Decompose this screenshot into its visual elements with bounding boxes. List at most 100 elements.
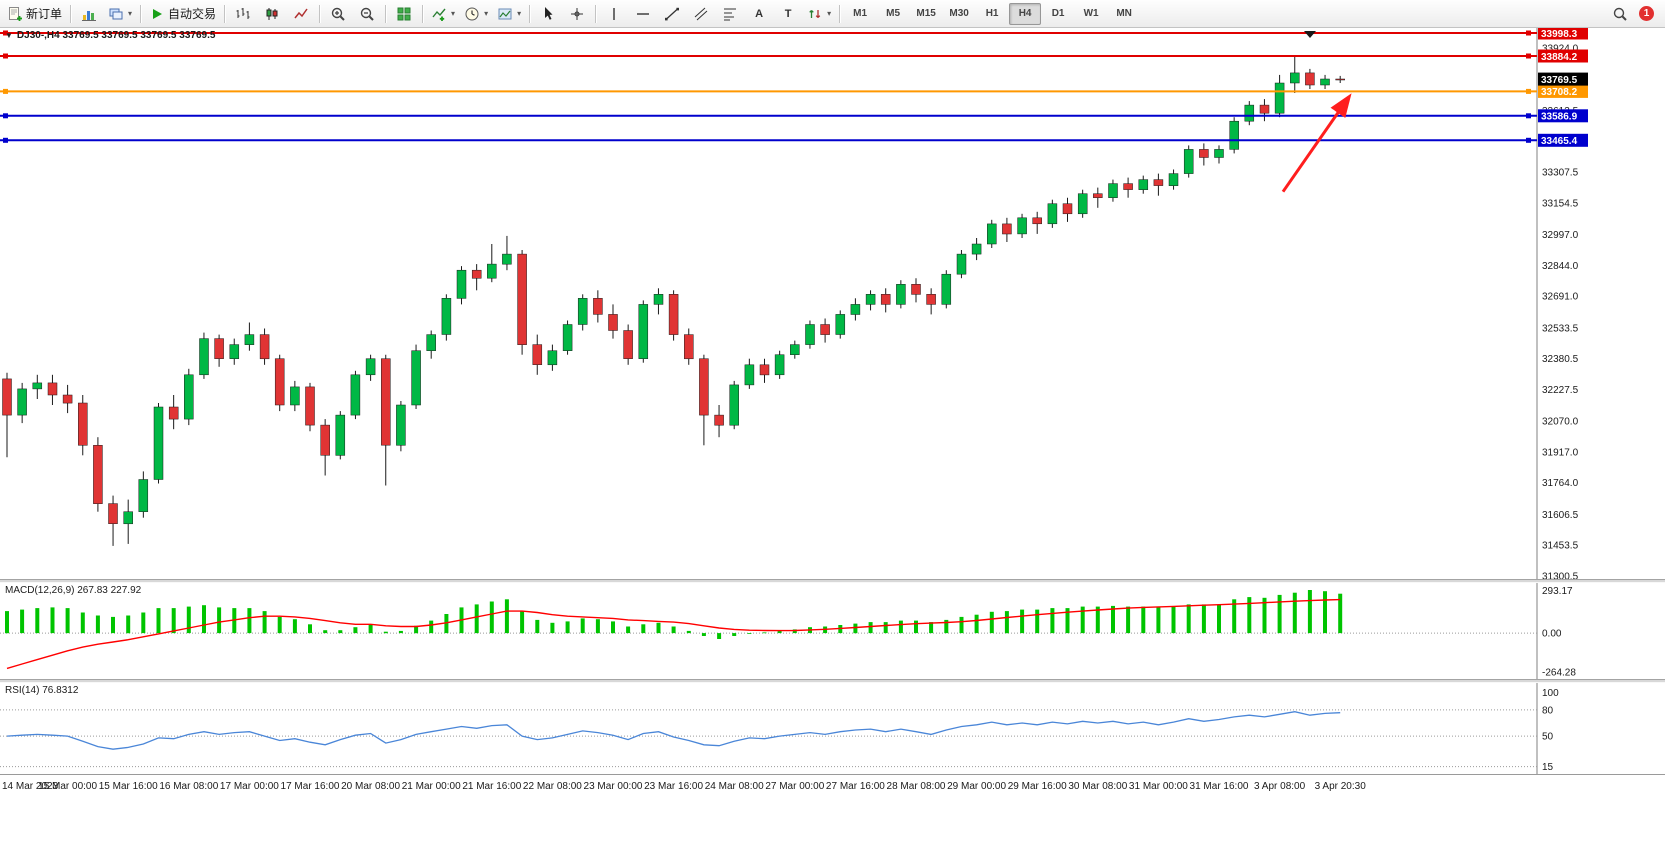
indicators-icon [431, 6, 447, 22]
trend-arrow-annotation [1281, 93, 1352, 193]
candles [2, 56, 1345, 546]
new-order-icon [7, 6, 23, 22]
candles-type-icon [264, 6, 280, 22]
time-label: 21 Mar 00:00 [402, 781, 461, 792]
clock-icon [464, 6, 480, 22]
time-label: 3 Apr 08:00 [1254, 781, 1306, 792]
timeframe-button-m5[interactable]: M5 [886, 8, 901, 19]
timeframe-button-m1[interactable]: M1 [853, 8, 868, 19]
periods-button[interactable]: ▾ [460, 2, 492, 26]
svg-text:33884.2: 33884.2 [1541, 52, 1578, 63]
time-label: 27 Mar 16:00 [826, 781, 885, 792]
notification-badge[interactable]: 1 [1639, 6, 1654, 21]
time-label: 23 Mar 00:00 [584, 781, 643, 792]
tile-windows-button[interactable] [390, 2, 418, 26]
time-label: 3 Apr 20:30 [1315, 781, 1367, 792]
tile-icon [396, 6, 412, 22]
macd-signal-line [6, 598, 1341, 670]
svg-text:31917.0: 31917.0 [1542, 447, 1579, 458]
chevron-down-icon: ▾ [128, 9, 133, 18]
zoom-in-button[interactable] [324, 2, 352, 26]
macd-pane[interactable]: 293.17 0.00 -264.28 MACD(12,26,9) 267.83 2… [0, 583, 1665, 679]
time-label: 21 Mar 16:00 [462, 781, 521, 792]
chart-candles-button[interactable] [258, 2, 286, 26]
search-button[interactable] [1606, 2, 1634, 26]
svg-text:80: 80 [1542, 705, 1554, 716]
arrows-button[interactable]: ▾ [803, 2, 835, 26]
macd-histogram [5, 590, 1343, 639]
text-button[interactable]: A [745, 2, 773, 26]
svg-text:31764.0: 31764.0 [1542, 478, 1579, 489]
bars-type-icon [235, 6, 251, 22]
time-label: 29 Mar 00:00 [947, 781, 1006, 792]
chart-bars-button[interactable] [229, 2, 257, 26]
timeframe-button-m30[interactable]: M30 [949, 8, 969, 19]
trendline-button[interactable] [658, 2, 686, 26]
time-label: 27 Mar 00:00 [765, 781, 824, 792]
pane-splitter-2[interactable] [0, 679, 1665, 683]
template-icon [497, 6, 513, 22]
time-label: 15 Mar 16:00 [99, 781, 158, 792]
vertical-line-button[interactable] [600, 2, 628, 26]
toolbar-separator [224, 4, 226, 23]
tline-icon [664, 6, 680, 22]
svg-text:31453.5: 31453.5 [1542, 541, 1579, 552]
vline-icon [606, 6, 622, 22]
timeframe-button-d1[interactable]: D1 [1051, 8, 1065, 19]
svg-text:33769.5: 33769.5 [1541, 75, 1578, 86]
rsi-pane[interactable]: 100 80 50 15 RSI(14) 76.8312 [0, 683, 1665, 774]
auto-trading-label: 自动交易 [168, 7, 217, 21]
time-label: 30 Mar 08:00 [1068, 781, 1127, 792]
toolbar-separator [839, 4, 841, 23]
search-icon [1612, 6, 1628, 22]
chevron-down-icon: ▾ [827, 9, 832, 18]
toolbar-separator [385, 4, 387, 23]
macd-chart: 293.17 0.00 -264.28 [0, 583, 1576, 679]
auto-trading-button[interactable]: 自动交易 [145, 2, 220, 26]
channel-icon [693, 6, 709, 22]
zoom-out-button[interactable] [353, 2, 381, 26]
svg-text:32380.5: 32380.5 [1542, 354, 1579, 365]
timeframe-button-h4[interactable]: H4 [1009, 2, 1042, 25]
svg-text:32691.0: 32691.0 [1542, 292, 1579, 303]
rsi-chart: 100 80 50 15 [0, 683, 1559, 774]
chart-shift-marker [1304, 31, 1316, 38]
equidistant-channel-button[interactable] [687, 2, 715, 26]
cursor-button[interactable] [534, 2, 562, 26]
svg-text:33924.0: 33924.0 [1542, 44, 1579, 55]
new-chart-button[interactable] [75, 2, 103, 26]
time-axis[interactable]: 14 Mar 2023 15 Mar 00:00 15 Mar 16:00 16 Ma… [0, 774, 1665, 798]
svg-text:15: 15 [1542, 762, 1554, 773]
horizontal-line-button[interactable] [629, 2, 657, 26]
chevron-down-icon: ▾ [517, 9, 522, 18]
indicators-button[interactable]: ▾ [427, 2, 459, 26]
candlestick-chart: 33924.033613.533307.533154.532997.032844… [0, 28, 1588, 579]
play-icon [149, 6, 165, 22]
pane-splitter-1[interactable] [0, 579, 1665, 583]
timeframe-button-h1[interactable]: H1 [985, 8, 999, 19]
time-label: 20 Mar 08:00 [341, 781, 400, 792]
price-pane[interactable]: 33924.033613.533307.533154.532997.032844… [0, 28, 1665, 579]
svg-text:50: 50 [1542, 732, 1554, 743]
svg-text:33154.5: 33154.5 [1542, 198, 1579, 209]
time-label: 29 Mar 16:00 [1008, 781, 1067, 792]
templates-button[interactable]: ▾ [493, 2, 525, 26]
timeframe-button-mn[interactable]: MN [1116, 8, 1132, 19]
line-type-icon [293, 6, 309, 22]
window-bottom-filler [0, 798, 1665, 847]
fibonacci-button[interactable] [716, 2, 744, 26]
timeframe-button-m15[interactable]: M15 [916, 8, 936, 19]
svg-text:33708.2: 33708.2 [1541, 87, 1578, 98]
svg-text:-264.28: -264.28 [1542, 668, 1576, 679]
profiles-button[interactable]: ▾ [104, 2, 136, 26]
timeframe-button-w1[interactable]: W1 [1083, 8, 1099, 19]
chart-line-button[interactable] [287, 2, 315, 26]
profiles-icon [108, 6, 124, 22]
crosshair-button[interactable] [563, 2, 591, 26]
new-order-label: 新订单 [26, 7, 63, 21]
text-label-button[interactable]: T [774, 2, 802, 26]
new-order-button[interactable]: 新订单 [3, 2, 66, 26]
crosshair-icon [569, 6, 585, 22]
